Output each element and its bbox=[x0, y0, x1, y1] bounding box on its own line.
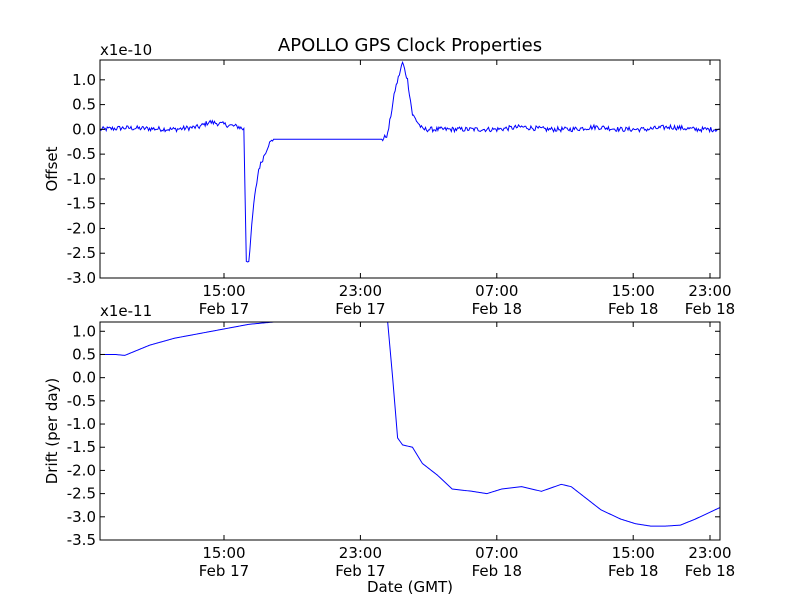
offset-x-tick-time: 15:00 bbox=[612, 282, 655, 300]
drift-x-tick-time: 07:00 bbox=[475, 544, 518, 562]
chart-title: APOLLO GPS Clock Properties bbox=[278, 35, 542, 56]
offset-y-axis-label: Offset bbox=[43, 146, 61, 191]
drift-x-tick-date: Feb 18 bbox=[685, 562, 735, 580]
drift-y-tick-label: -1.5 bbox=[67, 438, 96, 456]
offset-ticks: 1.00.50.0-0.5-1.0-1.5-2.0-2.5-3.015:00Fe… bbox=[67, 60, 735, 318]
offset-y-tick-label: -3.0 bbox=[67, 269, 96, 287]
drift-x-tick-date: Feb 18 bbox=[608, 562, 658, 580]
offset-y-tick-label: -1.5 bbox=[67, 195, 96, 213]
offset-y-tick-label: -2.5 bbox=[67, 244, 96, 262]
drift-x-tick-time: 23:00 bbox=[688, 544, 731, 562]
drift-subplot: x1e-11 Drift (per day) 1.0 0.5 0.0 -0.5 -1.0… bbox=[43, 302, 735, 596]
drift-x-tick-time: 15:00 bbox=[202, 544, 245, 562]
offset-series-line bbox=[100, 60, 720, 263]
offset-y-tick-label: -1.0 bbox=[67, 170, 96, 188]
drift-y-tick-label: -1.0 bbox=[67, 415, 96, 433]
drift-ticks: 1.0 0.5 0.0 -0.5 -1.0 -1.5 -2.0 -2.5 -3.0 -3.5 15:… bbox=[67, 322, 735, 580]
drift-y-tick-label: -2.5 bbox=[67, 485, 96, 503]
drift-y-tick-label: 0.5 bbox=[72, 345, 96, 363]
offset-y-multiplier: x1e-10 bbox=[100, 41, 152, 59]
drift-series-line bbox=[100, 322, 720, 527]
drift-y-multiplier: x1e-11 bbox=[100, 302, 152, 320]
offset-subplot: x1e-10 Offset 1.0 0.5 0.0 -0.5 -1.0 -1.5 -2.0 -… bbox=[43, 41, 735, 318]
drift-y-tick-label: -3.5 bbox=[67, 531, 96, 549]
drift-x-tick-time: 23:00 bbox=[339, 544, 382, 562]
drift-y-tick-label: -3.0 bbox=[67, 508, 96, 526]
drift-y-tick-label: 1.0 bbox=[72, 322, 96, 340]
drift-y-tick-label: -2.0 bbox=[67, 461, 96, 479]
drift-x-tick-time: 15:00 bbox=[612, 544, 655, 562]
drift-y-axis-label: Drift (per day) bbox=[43, 378, 61, 485]
offset-x-tick-date: Feb 17 bbox=[199, 300, 249, 318]
drift-x-axis-label: Date (GMT) bbox=[367, 578, 453, 596]
drift-x-tick-date: Feb 17 bbox=[335, 562, 385, 580]
offset-y-tick-label: -0.5 bbox=[67, 145, 96, 163]
drift-plot-area bbox=[100, 322, 720, 527]
offset-y-tick-label: 0.5 bbox=[72, 96, 96, 114]
offset-y-tick-label: 0.0 bbox=[72, 120, 96, 138]
offset-x-tick-date: Feb 18 bbox=[685, 300, 735, 318]
offset-x-tick-date: Feb 18 bbox=[472, 300, 522, 318]
drift-x-tick-date: Feb 18 bbox=[472, 562, 522, 580]
drift-axes-frame bbox=[99, 321, 721, 541]
offset-axes-frame bbox=[99, 59, 721, 279]
offset-x-tick-time: 15:00 bbox=[202, 282, 245, 300]
drift-x-tick-date: Feb 17 bbox=[199, 562, 249, 580]
offset-y-tick-label: 1.0 bbox=[72, 71, 96, 89]
offset-x-tick-date: Feb 17 bbox=[335, 300, 385, 318]
offset-x-tick-time: 07:00 bbox=[475, 282, 518, 300]
offset-x-tick-time: 23:00 bbox=[339, 282, 382, 300]
offset-x-tick-time: 23:00 bbox=[688, 282, 731, 300]
drift-y-tick-label: -0.5 bbox=[67, 392, 96, 410]
offset-x-tick-date: Feb 18 bbox=[608, 300, 658, 318]
drift-y-tick-label: 0.0 bbox=[72, 369, 96, 387]
offset-y-tick-label: -2.0 bbox=[67, 219, 96, 237]
offset-plot-area bbox=[100, 60, 720, 263]
